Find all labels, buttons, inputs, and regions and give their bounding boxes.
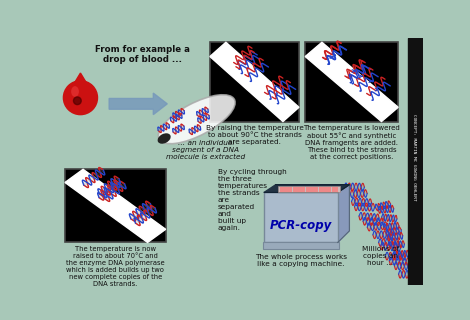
Circle shape (73, 97, 81, 105)
Polygon shape (210, 42, 299, 122)
Bar (319, 187, 325, 192)
Polygon shape (109, 93, 167, 115)
Bar (293, 187, 298, 192)
Bar (306, 187, 312, 192)
Ellipse shape (157, 133, 171, 144)
Bar (325, 187, 331, 192)
Bar (407, 38, 423, 285)
Text: By raising the temperature
to about 90°C the strands
are separated.: By raising the temperature to about 90°C… (205, 124, 303, 145)
Text: The temperature is lowered
about 55°C and synthetic
DNA framgents are added.
The: The temperature is lowered about 55°C an… (303, 124, 400, 159)
Bar (264, 192, 338, 243)
Bar (299, 187, 305, 192)
Text: CONCEPT: MARTIN MC GOWING OEHLERT: CONCEPT: MARTIN MC GOWING OEHLERT (413, 115, 416, 201)
Polygon shape (73, 73, 87, 84)
Text: From for example a
drop of blood ...: From for example a drop of blood ... (95, 44, 190, 64)
Ellipse shape (158, 95, 235, 144)
Text: By cycling through
the three
temperatures
the strands
are
separated
and
built up: By cycling through the three temperature… (218, 169, 286, 231)
Ellipse shape (71, 86, 79, 97)
Bar (313, 187, 318, 192)
Polygon shape (305, 42, 398, 122)
Text: ... an individual
segment of a DNA
molecule is extracted: ... an individual segment of a DNA molec… (166, 140, 245, 160)
Bar (332, 187, 338, 192)
Polygon shape (65, 169, 166, 243)
Text: The temperature is now
raised to about 70°C and
the enzyme DNA polymerase
which : The temperature is now raised to about 7… (66, 245, 164, 286)
Circle shape (63, 81, 97, 115)
Bar (278, 186, 340, 192)
Bar (286, 187, 292, 192)
Text: PCR-copy: PCR-copy (270, 219, 332, 232)
Polygon shape (264, 185, 349, 192)
Bar (263, 243, 339, 249)
Text: The whole process works
like a copying machine.: The whole process works like a copying m… (255, 254, 347, 267)
Polygon shape (338, 185, 349, 243)
Bar (280, 187, 285, 192)
Text: Millions of
copies an
hour ...: Millions of copies an hour ... (362, 246, 399, 266)
Bar (65, 169, 166, 243)
Bar (305, 42, 398, 122)
Bar (210, 42, 299, 122)
